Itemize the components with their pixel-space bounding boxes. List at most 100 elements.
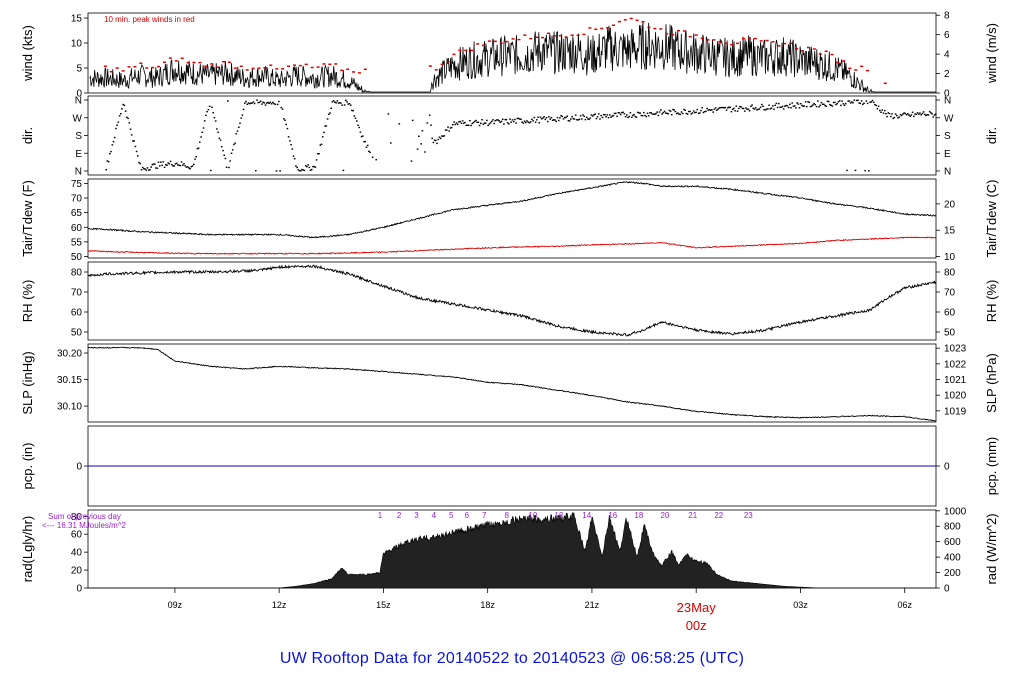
dir-point — [744, 110, 746, 112]
dir-point — [364, 140, 367, 143]
dir-point — [588, 118, 590, 121]
ylabel-left-radiation: rad(Lgly/hr) — [20, 516, 35, 582]
ytick-right-label: 0 — [944, 584, 950, 595]
dir-point — [790, 107, 792, 109]
dir-point — [387, 113, 390, 115]
xtick-label: 06z — [897, 600, 912, 610]
dir-point — [821, 103, 824, 105]
dir-point — [641, 115, 644, 117]
dir-point — [132, 140, 134, 142]
dir-point — [211, 106, 213, 108]
dir-point — [410, 160, 413, 162]
dir-point — [705, 110, 707, 113]
dir-point — [764, 109, 767, 111]
dir-point — [557, 119, 560, 122]
dir-point — [292, 155, 295, 157]
dir-point — [163, 166, 166, 168]
dir-point — [786, 105, 789, 107]
dir-point — [666, 112, 668, 114]
dir-point — [837, 101, 840, 103]
rad-hour-mark: 18 — [634, 511, 643, 520]
dir-point — [323, 131, 325, 134]
dir-point — [707, 109, 710, 111]
dir-point — [289, 140, 291, 142]
dir-point — [522, 122, 525, 124]
dir-point — [228, 166, 230, 169]
dir-point — [354, 117, 357, 119]
dir-point — [688, 110, 690, 113]
ytick-left-label: 50 — [71, 328, 83, 339]
ytick-left-label: 0 — [76, 462, 82, 473]
dir-point — [411, 119, 414, 122]
ytick-right-label: S — [944, 131, 951, 142]
dir-point — [832, 101, 835, 104]
dir-point — [656, 111, 658, 113]
rad-hour-mark: 6 — [465, 511, 470, 520]
ytick-right-label: 600 — [944, 537, 961, 548]
dir-point — [767, 108, 769, 110]
dir-point — [792, 105, 795, 107]
dir-point — [731, 108, 734, 111]
dir-point — [137, 155, 139, 157]
dir-point — [105, 169, 107, 171]
dir-point — [604, 114, 606, 116]
dir-point — [157, 161, 160, 163]
dir-point — [351, 109, 353, 112]
ylabel-right-wind: wind (m/s) — [984, 23, 999, 84]
dir-point — [813, 102, 815, 105]
dir-point — [161, 164, 163, 166]
dir-point — [823, 103, 825, 105]
dir-point — [264, 104, 267, 106]
dir-point — [634, 115, 637, 118]
dir-point — [443, 135, 446, 137]
dir-point — [573, 118, 576, 120]
rad-sum-value: <--- 16.31 MJoules/m^2 — [42, 521, 127, 530]
dir-point — [616, 115, 618, 117]
dir-point — [287, 136, 290, 138]
dir-point — [435, 139, 437, 142]
dir-point — [900, 114, 903, 117]
dir-point — [734, 110, 736, 112]
xtick-label: 12z — [272, 600, 287, 610]
dir-point — [857, 99, 859, 101]
dir-point — [663, 110, 666, 113]
dir-point — [534, 121, 537, 123]
dir-point — [595, 117, 598, 120]
dir-point — [509, 118, 511, 120]
dir-point — [166, 164, 168, 166]
ytick-right-label: 1020 — [944, 391, 967, 402]
date-marker-hour: 00z — [686, 618, 707, 633]
dir-point — [186, 166, 189, 168]
dir-point — [864, 169, 866, 172]
dir-point — [840, 104, 842, 107]
ytick-left-label: S — [75, 131, 82, 142]
dir-point — [735, 105, 738, 107]
dir-point — [762, 105, 764, 107]
dir-point — [697, 112, 700, 114]
dir-point — [116, 124, 118, 126]
dir-point — [481, 119, 483, 121]
dir-point — [111, 144, 114, 146]
dir-point — [553, 119, 555, 121]
dir-point — [285, 123, 287, 126]
dir-point — [115, 127, 117, 130]
dir-point — [357, 124, 359, 126]
dir-point — [827, 100, 830, 103]
dir-point — [621, 111, 623, 114]
dir-point — [584, 118, 587, 121]
dir-point — [421, 130, 424, 132]
dir-point — [261, 103, 263, 105]
dir-point — [154, 163, 156, 165]
dir-point — [571, 116, 573, 118]
dir-point — [717, 108, 719, 110]
dir-point — [210, 169, 212, 172]
dir-point — [765, 108, 768, 110]
ytick-left-label: 80 — [71, 512, 83, 523]
rad-hour-mark: 22 — [714, 511, 723, 520]
dir-point — [460, 122, 463, 124]
dir-point — [267, 101, 269, 104]
wind-speed-line — [89, 22, 936, 94]
dir-point — [903, 112, 905, 114]
ylabel-left-slp: SLP (inHg) — [20, 351, 35, 414]
dir-point — [283, 118, 285, 120]
